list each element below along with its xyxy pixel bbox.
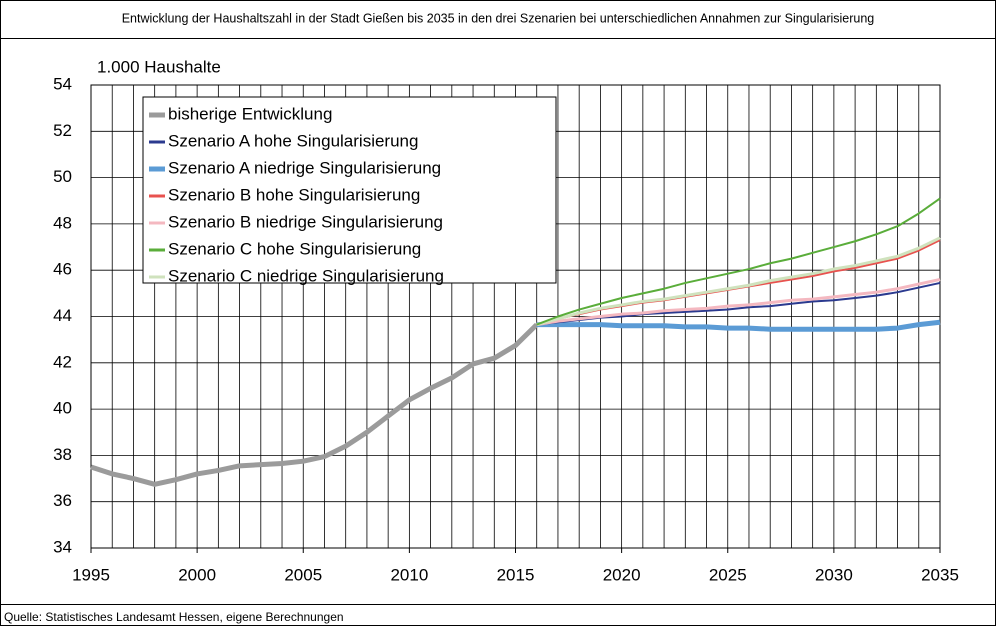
y-tick-label: 44 bbox=[53, 306, 72, 325]
y-tick-label: 40 bbox=[53, 399, 72, 418]
y-tick-label: 42 bbox=[53, 352, 72, 371]
y-tick-label: 54 bbox=[53, 74, 72, 93]
legend-box bbox=[142, 96, 557, 284]
x-tick-label: 2030 bbox=[815, 565, 853, 584]
x-tick-label: 2015 bbox=[497, 565, 535, 584]
x-tick-label: 1995 bbox=[72, 565, 110, 584]
y-tick-label: 36 bbox=[53, 491, 72, 510]
source: Quelle: Statistisches Landesamt Hessen, … bbox=[4, 610, 344, 624]
legend-label: Szenario B niedrige Singularisierung bbox=[168, 212, 443, 231]
x-tick-label: 2035 bbox=[921, 565, 959, 584]
y-tick-label: 38 bbox=[53, 445, 72, 464]
y-axis-label: 1.000 Haushalte bbox=[97, 57, 221, 76]
x-tick-label: 2000 bbox=[178, 565, 216, 584]
legend-label: bisherige Entwicklung bbox=[168, 104, 332, 123]
series-line bbox=[536, 197, 941, 326]
legend-label: Szenario C hohe Singularisierung bbox=[168, 239, 421, 258]
series-line bbox=[90, 322, 539, 487]
legend-label: Szenario B hohe Singularisierung bbox=[168, 185, 420, 204]
x-tick-label: 2005 bbox=[284, 565, 322, 584]
x-tick-label: 2010 bbox=[390, 565, 428, 584]
series-line bbox=[536, 319, 941, 332]
series-line bbox=[536, 277, 941, 327]
series-line bbox=[536, 236, 941, 327]
x-tick-label: 2020 bbox=[603, 565, 641, 584]
y-tick-label: 48 bbox=[53, 213, 72, 232]
legend-label: Szenario C niedrige Singularisierung bbox=[168, 266, 444, 285]
y-tick-label: 46 bbox=[53, 260, 72, 279]
y-tick-label: 34 bbox=[53, 537, 72, 556]
x-tick-label: 2025 bbox=[709, 565, 747, 584]
legend-label: Szenario A hohe Singularisierung bbox=[168, 131, 418, 150]
y-tick-label: 52 bbox=[53, 121, 72, 140]
legend-label: Szenario A niedrige Singularisierung bbox=[168, 158, 441, 177]
chart-title: Entwicklung der Haushaltszahl in der Sta… bbox=[122, 11, 875, 25]
y-tick-label: 50 bbox=[53, 167, 72, 186]
